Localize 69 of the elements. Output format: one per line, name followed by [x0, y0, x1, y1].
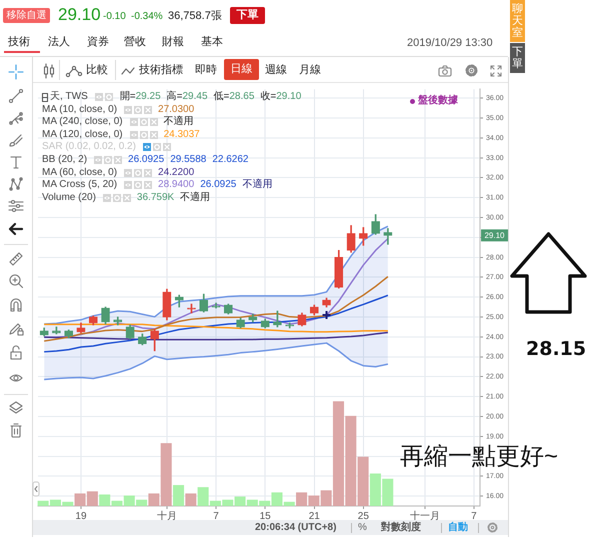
- annotation: 28.9400: [158, 179, 194, 190]
- text: 基本: [201, 36, 223, 48]
- x-tick-label: 19: [75, 510, 87, 522]
- annotation: 天, TWS: [50, 91, 88, 102]
- bar: [185, 493, 196, 506]
- text: -0.10: [103, 11, 126, 22]
- text: 技術: [8, 36, 30, 48]
- text: 29.10: [58, 5, 101, 24]
- button: 下單: [230, 7, 265, 24]
- annotation: 29.45: [182, 91, 208, 102]
- text: 法人: [48, 36, 70, 48]
- annotation: Volume (20): [42, 192, 96, 203]
- annotation: 收=: [260, 91, 276, 102]
- text: 週線: [265, 64, 287, 76]
- text: 資券: [87, 36, 109, 48]
- button: 日線: [224, 59, 259, 80]
- annotation: MA (10, close, 0): [42, 104, 118, 115]
- x-tick-label: 7: [471, 510, 478, 522]
- annotation: 29.10: [276, 91, 302, 102]
- annotation: SAR (0.02, 0.02, 0.2): [42, 141, 136, 152]
- text: 2019/10/29 13:30: [407, 37, 493, 49]
- annotation: 不適用: [164, 116, 194, 128]
- annotation: 26.0925: [128, 154, 164, 165]
- annotation: 盤後數據: [418, 95, 458, 106]
- button: 移除自選: [3, 8, 50, 23]
- annotation: 29.10: [484, 231, 506, 240]
- candlestick: [187, 304, 196, 314]
- text: 比較: [86, 64, 108, 76]
- text: 36,758.7張: [168, 10, 222, 22]
- annotation: 開=: [120, 91, 136, 102]
- text: 20:06:34 (UTC+8): [255, 522, 336, 533]
- annotation: 高=: [166, 91, 182, 102]
- annotation: 29.5588: [170, 154, 206, 165]
- x-tick-label: 15: [260, 510, 272, 522]
- annotation: 26.0925: [200, 179, 236, 190]
- annotation: 28.65: [229, 91, 254, 102]
- annotation: 再縮一點更好~: [400, 443, 558, 470]
- annotation: 24.3037: [164, 128, 200, 140]
- annotation: 22.6262: [212, 154, 248, 165]
- annotation: 低=: [214, 91, 230, 102]
- text: 即時: [195, 64, 217, 76]
- annotation: 36.759K: [136, 192, 174, 203]
- annotation: 24.2200: [158, 166, 194, 178]
- text: 自動: [448, 522, 468, 533]
- tab: 下單: [510, 43, 525, 73]
- x-tick-label: 25: [358, 510, 370, 522]
- text: 營收: [124, 36, 146, 48]
- text: 28.15: [526, 338, 586, 360]
- text: 對數刻度: [381, 522, 421, 533]
- x-tick-label: 21: [308, 510, 320, 522]
- annotation: MA (60, close, 0): [42, 166, 118, 178]
- text: -0.34%: [131, 11, 163, 22]
- x-tick-label: 十月: [156, 510, 177, 522]
- x-tick-label: 十一月: [410, 510, 440, 522]
- annotation: MA (120, close, 0): [42, 128, 123, 140]
- annotation: 不適用: [180, 192, 210, 203]
- annotation: 27.0300: [158, 104, 194, 115]
- annotation: 29.25: [136, 91, 161, 102]
- text: %: [358, 522, 367, 533]
- tab: 聊天室: [510, 0, 525, 42]
- annotation: MA (240, close, 0): [42, 116, 123, 128]
- text: 月線: [299, 64, 321, 76]
- annotation: BB (20, 2): [42, 154, 88, 165]
- x-tick-label: 7: [213, 510, 220, 522]
- annotation: MA Cross (5, 20): [42, 179, 118, 190]
- text: 技術指標: [139, 64, 183, 76]
- text: 財報: [162, 36, 184, 48]
- annotation: 不適用: [242, 179, 272, 190]
- bar: [172, 485, 184, 506]
